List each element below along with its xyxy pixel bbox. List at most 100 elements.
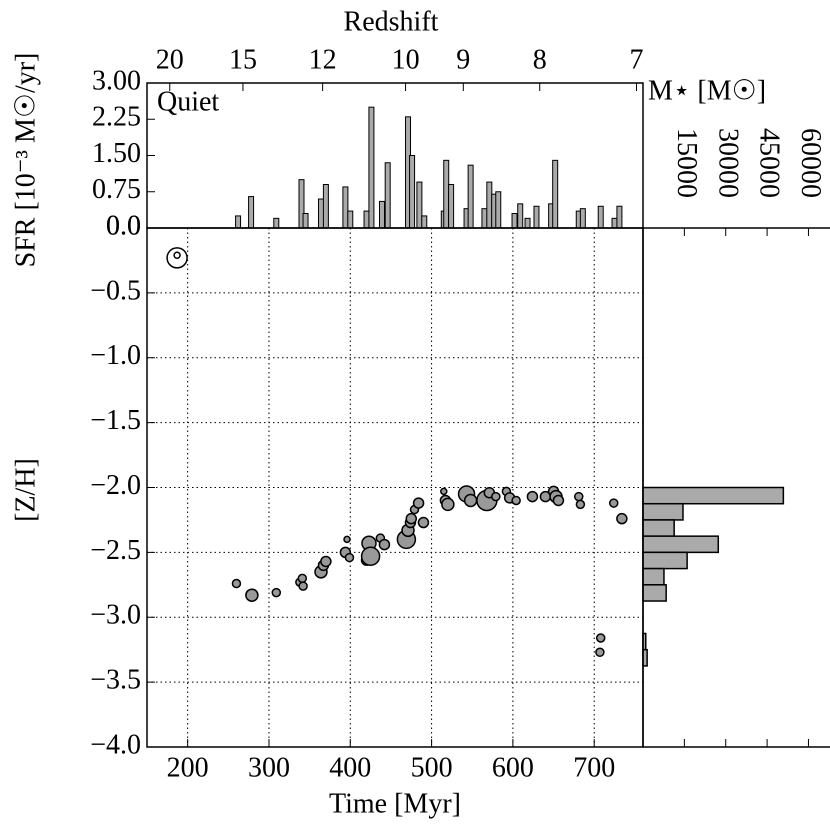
point xyxy=(405,512,418,525)
bar xyxy=(273,217,280,229)
hist-bar xyxy=(642,502,684,521)
point xyxy=(608,498,619,508)
hist-tick-label: 30000 xyxy=(712,128,743,198)
bar xyxy=(347,210,354,229)
bar xyxy=(467,164,474,229)
y-axis-label: SFR [10⁻³ M☉/yr] xyxy=(10,53,41,268)
y-tick-label: −2.5 xyxy=(90,535,141,566)
bar xyxy=(363,210,370,229)
y-tick-label: −0.5 xyxy=(90,275,141,306)
y-tick-label: −3.5 xyxy=(90,665,141,696)
bar xyxy=(486,181,493,229)
bar xyxy=(616,205,623,229)
bar xyxy=(579,208,586,229)
y-tick-label: 2.25 xyxy=(92,102,141,133)
bar xyxy=(448,184,455,229)
bar xyxy=(443,159,450,229)
point xyxy=(441,497,455,512)
x-tick-label: 400 xyxy=(329,752,371,783)
point xyxy=(173,251,181,259)
top-tick-label: 10 xyxy=(392,44,420,75)
point xyxy=(343,535,351,544)
bar xyxy=(409,155,416,229)
x-axis-label: Time [Myr] xyxy=(329,788,461,819)
point xyxy=(344,552,355,563)
point xyxy=(417,516,430,529)
hist-bar xyxy=(642,584,667,602)
hist-axis-label: M⋆ [M☉] xyxy=(648,75,766,106)
bar xyxy=(322,184,329,229)
bar xyxy=(342,186,349,229)
bar xyxy=(611,217,618,229)
top-tick-label: 7 xyxy=(629,44,643,75)
point xyxy=(297,573,308,584)
point xyxy=(245,588,259,602)
bar xyxy=(517,203,524,229)
point xyxy=(440,487,448,496)
bar xyxy=(368,106,375,229)
point xyxy=(595,633,606,643)
top-tick-label: 20 xyxy=(156,44,184,75)
point xyxy=(298,581,308,591)
point xyxy=(552,494,565,507)
bar xyxy=(302,213,309,229)
bar xyxy=(384,162,391,229)
y-tick-label: −2.0 xyxy=(90,470,141,501)
top-tick-label: 8 xyxy=(533,44,547,75)
x-tick-label: 600 xyxy=(492,752,534,783)
point xyxy=(616,512,628,525)
top-tick-label: 15 xyxy=(229,44,257,75)
y-tick-label: 3.00 xyxy=(92,65,141,96)
point xyxy=(412,497,425,509)
hist-bar xyxy=(642,535,720,554)
bar xyxy=(421,215,428,229)
top-tick-label: 9 xyxy=(456,44,470,75)
hist-tick-label: 45000 xyxy=(754,128,785,198)
point xyxy=(595,647,605,658)
point xyxy=(378,538,391,551)
hist-tick-label: 60000 xyxy=(795,128,826,198)
hist-bar xyxy=(642,519,675,537)
hist-bar xyxy=(642,486,785,505)
y-tick-label: 0.0 xyxy=(106,210,141,241)
bar xyxy=(416,181,423,229)
bar xyxy=(318,198,325,229)
y-tick-label: 0.75 xyxy=(92,174,141,205)
top-axis-label: Redshift xyxy=(344,6,439,37)
top-tick-label: 12 xyxy=(309,44,337,75)
point xyxy=(271,587,282,598)
point xyxy=(574,491,584,502)
bar xyxy=(481,208,488,229)
x-tick-label: 500 xyxy=(411,752,453,783)
point xyxy=(526,490,539,503)
y-tick-label: 0.0 xyxy=(106,210,141,241)
hist-tick-label: 15000 xyxy=(671,128,702,198)
point xyxy=(320,555,332,568)
y-tick-label: −1.0 xyxy=(90,340,141,371)
x-tick-label: 700 xyxy=(573,752,615,783)
y-tick-label: −3.0 xyxy=(90,600,141,631)
bar xyxy=(495,191,502,229)
point xyxy=(491,491,501,502)
hist-bar xyxy=(642,567,665,586)
y-tick-label: −4.0 xyxy=(90,729,141,760)
point xyxy=(231,578,242,589)
bar xyxy=(533,205,540,229)
point xyxy=(360,546,381,567)
y-axis-label: [Z/H] xyxy=(10,458,41,522)
y-tick-label: −1.5 xyxy=(90,405,141,436)
annotation: Quiet xyxy=(157,86,219,117)
bar xyxy=(597,205,604,229)
point xyxy=(463,493,478,508)
bar xyxy=(552,159,559,229)
y-tick-label: 1.50 xyxy=(92,138,141,169)
point xyxy=(575,499,586,510)
bar xyxy=(378,200,385,229)
bar xyxy=(511,213,518,229)
x-tick-label: 300 xyxy=(248,752,290,783)
x-tick-label: 200 xyxy=(167,752,209,783)
bar xyxy=(235,215,242,229)
hist-bar xyxy=(642,551,688,570)
